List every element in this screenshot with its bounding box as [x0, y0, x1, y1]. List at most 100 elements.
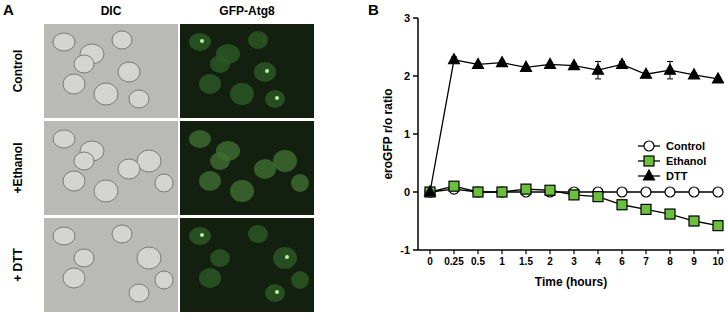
x-tick [693, 250, 694, 254]
cell [129, 90, 149, 108]
x-tick [525, 250, 526, 254]
x-tick-label: 2 [547, 256, 553, 267]
puncta [200, 233, 204, 237]
x-tick-label: 9 [691, 256, 697, 267]
data-point [593, 192, 603, 202]
cell [199, 268, 221, 288]
x-axis-label: Time (hours) [535, 275, 607, 289]
data-point [665, 64, 676, 74]
cell [210, 249, 230, 267]
data-point [473, 187, 483, 197]
data-point [689, 69, 700, 79]
column-header: GFP-Atg8 [219, 4, 275, 18]
row-label: +Ethanol [11, 142, 25, 193]
row-label: + DTT [11, 247, 25, 281]
data-point [617, 58, 628, 68]
puncta [200, 39, 204, 43]
cell [273, 247, 297, 269]
y-tick-label: 1 [404, 128, 410, 140]
cell [63, 268, 85, 288]
data-point [497, 187, 507, 197]
cell [189, 33, 211, 51]
cell [53, 130, 75, 148]
cell [199, 171, 221, 191]
x-tick-label: 0.5 [471, 256, 485, 267]
cell [74, 152, 94, 170]
cell [53, 227, 75, 245]
cell [189, 130, 211, 148]
legend-marker [644, 156, 654, 166]
cell [189, 227, 211, 245]
cell [137, 150, 161, 172]
gfp-image [180, 24, 314, 118]
cell [265, 284, 285, 302]
cell [74, 55, 94, 73]
cell [155, 174, 173, 192]
column-header: DIC [101, 4, 122, 18]
data-point [593, 64, 604, 74]
data-point [473, 187, 483, 197]
y-tick-label: -1 [400, 244, 410, 256]
cell [291, 271, 309, 289]
error-cap [595, 78, 601, 79]
legend-label: DTT [666, 170, 688, 182]
cell [129, 284, 149, 302]
y-tick-label: 2 [404, 70, 410, 82]
cell [291, 174, 309, 192]
cell [254, 62, 276, 82]
cell [112, 225, 132, 243]
y-tick-label: 0 [404, 186, 410, 198]
puncta [285, 255, 289, 259]
x-tick-label: 0 [427, 256, 433, 267]
puncta [265, 69, 269, 73]
y-axis-label: eroGFP r/o ratio [381, 88, 395, 179]
cell [53, 33, 75, 51]
row-label: Control [11, 50, 25, 93]
x-tick-label: 0.25 [444, 256, 464, 267]
x-tick [501, 250, 502, 254]
cell [230, 83, 254, 105]
y-tick [413, 133, 418, 135]
data-point [425, 186, 436, 196]
data-point [521, 61, 532, 71]
data-point [449, 181, 459, 191]
cell [94, 180, 118, 202]
panel-b: B-1012300.250.511.5234678910Time (hours)… [368, 1, 724, 289]
legend-marker [644, 170, 655, 180]
x-tick-label: 3 [571, 256, 577, 267]
cell [155, 271, 173, 289]
panel-label: A [3, 1, 14, 18]
x-tick [597, 250, 598, 254]
panel-label: B [368, 1, 379, 18]
x-tick-label: 6 [619, 256, 625, 267]
cell [248, 31, 268, 49]
data-point [545, 58, 556, 68]
puncta [275, 290, 279, 294]
legend-label: Control [666, 140, 705, 152]
cell [137, 247, 161, 269]
data-point [497, 187, 507, 197]
cell [273, 150, 297, 172]
x-tick-label: 8 [667, 256, 673, 267]
cell [94, 83, 118, 105]
x-tick [477, 250, 478, 254]
cell [248, 225, 268, 243]
x-tick [717, 250, 718, 254]
dic-image [44, 218, 178, 312]
series-line [430, 60, 718, 192]
y-tick [413, 249, 418, 251]
data-point [617, 187, 627, 197]
x-tick-label: 4 [595, 256, 601, 267]
x-tick [573, 250, 574, 254]
data-point [689, 216, 699, 226]
legend: ControlEthanolDTT [638, 140, 706, 182]
x-tick [429, 250, 430, 254]
data-point [665, 187, 675, 197]
data-point [425, 187, 435, 197]
data-point [545, 185, 555, 195]
cell [63, 74, 85, 94]
error-cap [667, 78, 673, 79]
figure: A DIC GFP-Atg8 Control +Ethanol + DTT B -1 0 1 2 3 0… [0, 0, 728, 334]
error-cap [595, 61, 601, 62]
plot-area [425, 54, 724, 231]
